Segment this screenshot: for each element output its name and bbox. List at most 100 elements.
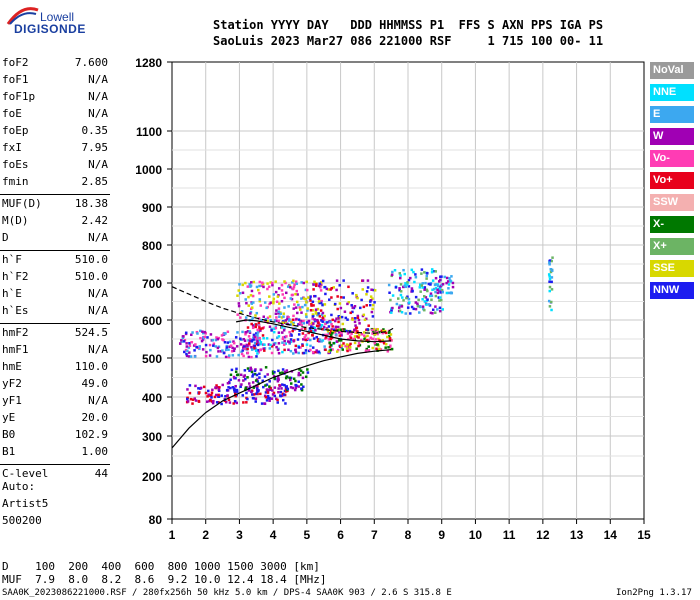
- echo-point: [438, 309, 442, 313]
- echo-point: [388, 345, 392, 349]
- echo-point: [277, 307, 281, 310]
- echo-point: [263, 343, 266, 346]
- echo-point: [297, 318, 301, 321]
- echo-point: [293, 283, 296, 287]
- echo-point: [337, 339, 341, 342]
- echo-point: [228, 401, 232, 404]
- echo-point: [301, 344, 304, 347]
- echo-point: [237, 289, 241, 292]
- echo-point: [286, 387, 290, 391]
- echo-point: [384, 342, 388, 346]
- echo-point: [252, 393, 256, 396]
- curve-profile_lower_solid: [171, 349, 392, 449]
- echo-point: [367, 338, 371, 342]
- echo-point: [399, 290, 403, 293]
- echo-point: [345, 347, 349, 350]
- echo-point: [550, 259, 553, 263]
- echo-point: [434, 270, 437, 273]
- param-value: N/A: [88, 287, 108, 300]
- echo-point: [373, 301, 376, 304]
- echo-point: [319, 281, 323, 284]
- echo-point: [191, 402, 194, 405]
- echo-point: [294, 292, 297, 296]
- x-tick-label: 11: [503, 528, 516, 542]
- echo-point: [437, 296, 441, 299]
- echo-point: [353, 320, 357, 324]
- echo-point: [282, 328, 286, 332]
- echo-point: [239, 316, 242, 319]
- echo-point: [234, 394, 237, 398]
- echo-point: [211, 388, 214, 392]
- echo-point: [439, 296, 442, 299]
- echo-point: [284, 281, 287, 285]
- echo-point: [295, 317, 298, 321]
- echo-point: [229, 373, 233, 377]
- grid: [172, 62, 644, 519]
- echo-point: [218, 386, 221, 389]
- echo-point: [335, 317, 338, 320]
- y-tick-label: 700: [142, 277, 162, 291]
- echo-point: [426, 289, 429, 293]
- echo-point: [216, 346, 220, 350]
- echo-point: [250, 289, 254, 293]
- echo-point: [305, 280, 308, 284]
- echo-point: [290, 320, 293, 324]
- echo-point: [235, 390, 239, 393]
- echo-point: [261, 281, 264, 285]
- echo-point: [399, 283, 403, 286]
- echo-point: [212, 342, 216, 345]
- echo-point: [310, 321, 314, 325]
- echo-point: [400, 305, 404, 308]
- ionogram-plot: 1 2 3 4 5 6 7 8 9 10 11 12 13 14 158020030040050060070…: [135, 56, 651, 542]
- echo-point: [273, 319, 277, 322]
- echo-point: [266, 373, 269, 376]
- echo-point: [217, 400, 220, 404]
- echo-point: [371, 328, 374, 332]
- echo-point: [329, 320, 332, 324]
- echo-point: [378, 330, 381, 334]
- echo-point: [365, 290, 369, 293]
- echo-point: [265, 337, 269, 340]
- echo-point: [264, 317, 268, 321]
- echo-point: [297, 333, 301, 336]
- echo-point: [309, 325, 313, 328]
- echo-point: [276, 398, 279, 402]
- echo-point: [433, 287, 436, 291]
- echo-point: [292, 307, 295, 310]
- footer-file-info: SAA0K_2023086221000.RSF / 280fx256h 50 k…: [2, 588, 452, 598]
- echo-point: [293, 303, 296, 306]
- echo-point: [300, 281, 303, 284]
- echo-point: [418, 311, 421, 314]
- echo-point: [236, 373, 240, 376]
- echo-point: [331, 348, 334, 351]
- echo-point: [357, 336, 360, 339]
- param-name: yE: [2, 411, 16, 424]
- echo-point: [250, 302, 254, 305]
- param-name: h`Es: [2, 304, 29, 317]
- echo-point: [291, 281, 294, 284]
- param-value: 1.00: [81, 445, 109, 458]
- echo-point: [268, 325, 272, 329]
- echo-point: [233, 392, 237, 395]
- echo-point: [292, 285, 296, 289]
- echo-point: [284, 402, 287, 405]
- echo-point: [403, 272, 406, 276]
- echo-point: [425, 303, 428, 306]
- echo-point: [265, 306, 268, 310]
- echo-point: [254, 325, 257, 329]
- echo-point: [294, 386, 298, 390]
- echo-point: [413, 280, 416, 284]
- echo-point: [399, 276, 402, 280]
- echo-point: [250, 348, 254, 351]
- echo-point: [194, 399, 198, 402]
- echo-point: [289, 382, 293, 385]
- echo-point: [272, 343, 276, 346]
- echo-point: [311, 315, 315, 318]
- x-tick-label: 1: [169, 528, 176, 542]
- echo-point: [250, 340, 254, 343]
- echo-point: [257, 288, 260, 292]
- echo-point: [423, 308, 426, 312]
- echo-point: [406, 295, 409, 299]
- echo-point: [433, 283, 437, 287]
- echo-point: [445, 291, 449, 295]
